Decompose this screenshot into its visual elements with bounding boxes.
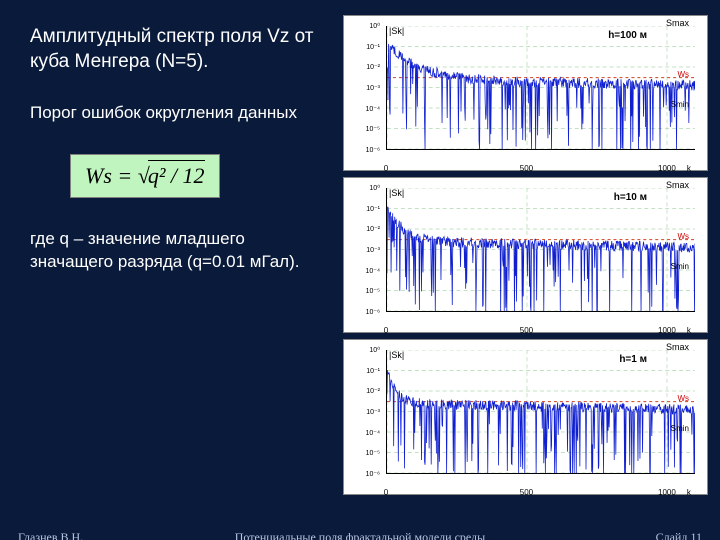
slide: Амплитудный спектр поля Vz от куба Менге… — [0, 0, 720, 540]
ws-label: Ws — [677, 394, 689, 403]
chart-h-label: h=10 м — [614, 192, 647, 203]
formula: Ws = q² / 12 — [70, 154, 220, 198]
formula-lhs: Ws = — [85, 163, 138, 188]
footer-author: Глазнев В.Н. — [18, 530, 83, 540]
slide-title: Амплитудный спектр поля Vz от куба Менге… — [30, 25, 330, 74]
smin-label: Smin — [671, 262, 689, 271]
chart-h-label: h=1 м — [619, 354, 647, 365]
spectrum-chart: h=10 мSmax|Sk|10⁰10⁻¹10⁻²10⁻³10⁻⁴10⁻⁵10⁻… — [343, 177, 708, 333]
charts-panel: h=100 мSmax|Sk|10⁰10⁻¹10⁻²10⁻³10⁻⁴10⁻⁵10… — [343, 15, 708, 495]
smin-label: Smin — [671, 100, 689, 109]
slide-subtitle: Порог ошибок округления данных — [30, 102, 330, 124]
text-column: Амплитудный спектр поля Vz от куба Менге… — [30, 25, 330, 274]
plot-area — [386, 350, 695, 474]
plot-area — [386, 188, 695, 312]
spectrum-chart: h=100 мSmax|Sk|10⁰10⁻¹10⁻²10⁻³10⁻⁴10⁻⁵10… — [343, 15, 708, 171]
chart-h-label: h=100 м — [608, 30, 647, 41]
sqrt-symbol — [138, 163, 150, 189]
footer-page: Слайд 11 — [656, 530, 702, 540]
spectrum-chart: h=1 мSmax|Sk|10⁰10⁻¹10⁻²10⁻³10⁻⁴10⁻⁵10⁻⁶… — [343, 339, 708, 495]
plot-area — [386, 26, 695, 150]
y-ticks: 10⁰10⁻¹10⁻²10⁻³10⁻⁴10⁻⁵10⁻⁶ — [344, 26, 384, 150]
formula-radicand: q² / 12 — [148, 160, 205, 188]
ws-label: Ws — [677, 232, 689, 241]
ws-label: Ws — [677, 70, 689, 79]
smin-label: Smin — [671, 424, 689, 433]
formula-notes: где q – значение младшего значащего разр… — [30, 228, 330, 274]
footer-title: Потенциальные поля фрактальной модели ср… — [235, 530, 485, 540]
y-ticks: 10⁰10⁻¹10⁻²10⁻³10⁻⁴10⁻⁵10⁻⁶ — [344, 350, 384, 474]
y-ticks: 10⁰10⁻¹10⁻²10⁻³10⁻⁴10⁻⁵10⁻⁶ — [344, 188, 384, 312]
